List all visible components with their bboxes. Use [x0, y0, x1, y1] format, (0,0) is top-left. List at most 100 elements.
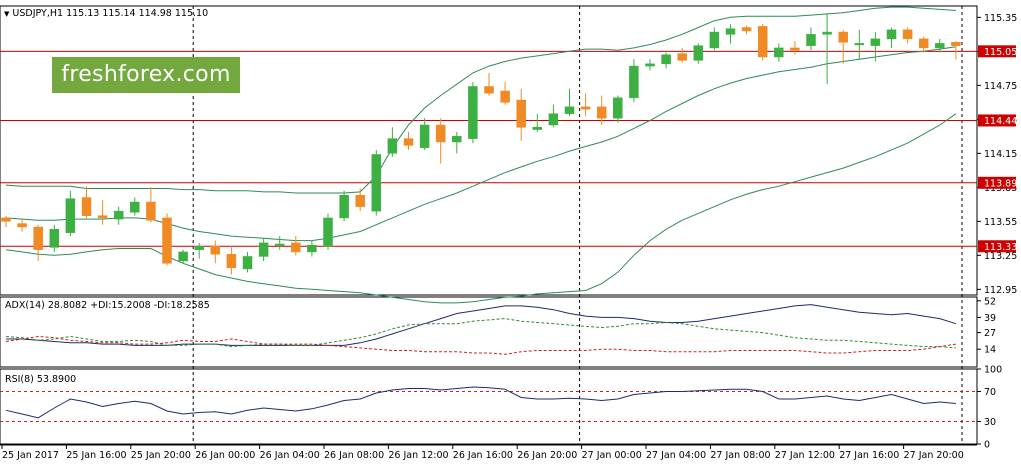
- candle-body: [17, 223, 27, 228]
- bollinger-upper-line: [5, 6, 956, 194]
- candle-body: [532, 127, 543, 130]
- candle-body: [468, 86, 478, 139]
- candle-body: [596, 106, 607, 119]
- time-axis-label: 25 Jan 2017: [2, 450, 59, 461]
- candle-body: [97, 215, 108, 219]
- candle-body: [194, 246, 204, 250]
- adx-axis-label: 14: [984, 345, 996, 356]
- candle-body: [291, 242, 301, 253]
- time-axis-label: 26 Jan 16:00: [453, 450, 513, 461]
- candle-body: [403, 138, 414, 146]
- candle-body: [274, 243, 285, 246]
- candle-body: [516, 99, 526, 128]
- candle-body: [258, 242, 269, 257]
- level-price-tag: [978, 176, 1016, 189]
- candle-body: [146, 201, 156, 221]
- candle-body: [49, 229, 60, 248]
- candle-body: [580, 106, 591, 110]
- candle-body: [452, 136, 462, 143]
- candle-body: [339, 195, 349, 219]
- rsi-axis-label: 0: [984, 440, 990, 451]
- candle-body: [1, 217, 11, 222]
- time-axis-label: 25 Jan 20:00: [131, 450, 191, 461]
- main-title: ▼ USDJPY,H1 115.13 115.14 114.98 115.10: [4, 8, 208, 19]
- rsi-line: [5, 386, 956, 419]
- candle-body: [210, 246, 221, 255]
- price-axis-label: 112.95: [984, 285, 1017, 296]
- candle-body: [677, 53, 687, 61]
- candle-body: [355, 195, 365, 207]
- level-price-tag: [978, 45, 1016, 58]
- candle-body: [323, 217, 333, 247]
- candle-body: [870, 38, 881, 46]
- candle-body: [935, 43, 945, 49]
- price-axis-label: 114.15: [984, 149, 1017, 160]
- candle-body: [790, 47, 800, 51]
- minus-di-line: [5, 335, 956, 355]
- adx-axis-label: 52: [984, 296, 996, 307]
- level-price-label: 113.33: [984, 242, 1017, 253]
- time-axis-label: 26 Jan 04:00: [260, 450, 320, 461]
- candle-body: [113, 210, 124, 220]
- candle-body: [693, 45, 704, 61]
- price-axis-label: 113.25: [984, 251, 1017, 262]
- time-axis-label: 26 Jan 08:00: [324, 450, 384, 461]
- candle-body: [741, 27, 752, 32]
- candle-body: [613, 97, 623, 119]
- candle-body: [419, 124, 430, 148]
- candle-body: [435, 124, 446, 143]
- ohlc-values: 115.13 115.14 114.98 115.10: [66, 8, 209, 19]
- level-price-tag: [978, 114, 1016, 127]
- time-axis-label: 27 Jan 00:00: [582, 450, 642, 461]
- price-axis-label: 115.35: [984, 13, 1017, 24]
- adx-title: ADX(14) 28.8082 +DI:15.2008 -DI:18.2585: [5, 300, 210, 311]
- main-panel-frame: [0, 5, 978, 296]
- candle-body: [500, 90, 510, 103]
- rsi-panel-frame: [0, 368, 978, 445]
- candle-body: [838, 31, 848, 43]
- candle-body: [629, 65, 639, 99]
- candle-body: [902, 29, 913, 40]
- rsi-axis-label: 100: [984, 365, 1002, 376]
- symbol-label: USDJPY,H1: [12, 8, 64, 19]
- adx-panel-frame: [0, 296, 978, 368]
- level-price-label: 114.44: [984, 116, 1017, 127]
- rsi-axis-label: 70: [984, 387, 996, 398]
- level-price-label: 113.89: [984, 178, 1017, 189]
- candle-body: [886, 29, 897, 40]
- freshforex-logo: freshforex.com: [52, 57, 240, 93]
- candle-body: [709, 31, 720, 49]
- candle-body: [822, 31, 832, 35]
- candle-body: [226, 253, 237, 269]
- adx-axis-label: 27: [984, 328, 996, 339]
- candle-body: [548, 113, 559, 126]
- candle-body: [130, 201, 140, 213]
- candle-body: [162, 217, 172, 264]
- candle-body: [725, 28, 736, 35]
- time-axis-label: 26 Jan 20:00: [517, 450, 577, 461]
- candle-body: [918, 38, 929, 49]
- rsi-title: RSI(8) 53.8900: [5, 374, 77, 385]
- candle-body: [645, 63, 655, 67]
- candle-body: [564, 106, 575, 114]
- candle-body: [387, 138, 398, 154]
- level-price-label: 115.05: [984, 47, 1017, 58]
- time-axis-label: 27 Jan 12:00: [775, 450, 835, 461]
- level-price-tag: [978, 240, 1016, 253]
- candle-body: [806, 34, 816, 46]
- candle-body: [65, 198, 76, 233]
- candle-body: [951, 42, 961, 46]
- candle-body: [81, 197, 92, 216]
- time-axis-label: 27 Jan 04:00: [646, 450, 706, 461]
- candle-body: [178, 251, 188, 262]
- price-axis-label: 113.55: [984, 217, 1017, 228]
- price-axis-label: 114.75: [984, 81, 1017, 92]
- candle-body: [371, 154, 382, 212]
- time-axis-label: 27 Jan 20:00: [904, 450, 964, 461]
- menu-triangle-icon[interactable]: ▼: [4, 10, 10, 18]
- adx-axis-label: 39: [984, 313, 996, 324]
- time-axis-label: 27 Jan 16:00: [839, 450, 899, 461]
- candle-body: [33, 226, 43, 250]
